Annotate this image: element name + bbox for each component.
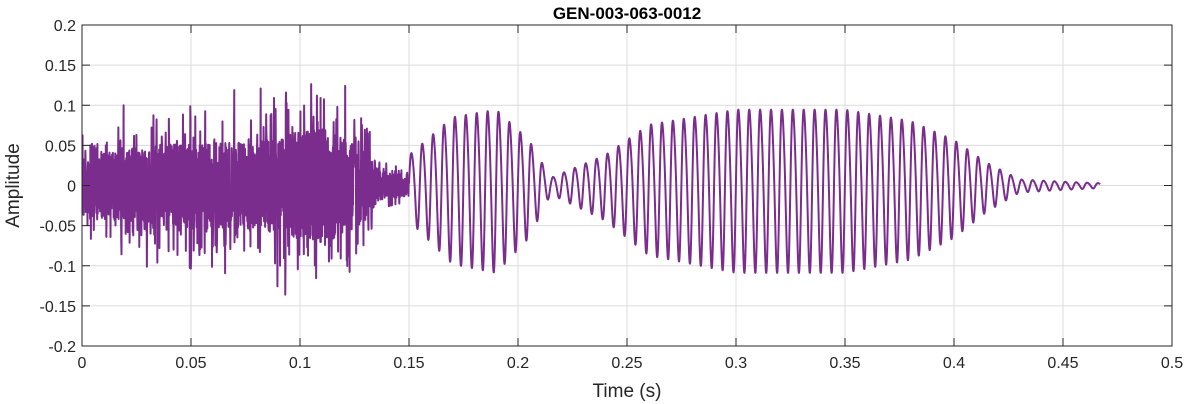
y-tick-label: 0.2 [54, 18, 76, 35]
x-axis-label: Time (s) [593, 381, 662, 402]
x-tick-label: 0 [78, 355, 87, 372]
x-tick-label: 0.5 [1161, 355, 1183, 372]
chart-title: GEN-003-063-0012 [553, 4, 701, 23]
y-axis-label: Amplitude [3, 143, 24, 228]
y-tick-label: -0.15 [40, 299, 77, 316]
y-tick-label: 0.15 [45, 58, 76, 75]
x-tick-label: 0.25 [611, 355, 642, 372]
y-tick-label: 0 [67, 179, 76, 196]
x-tick-label: 0.1 [289, 355, 311, 372]
x-tick-label: 0.15 [393, 355, 424, 372]
y-tick-label: -0.2 [48, 339, 76, 356]
x-tick-label: 0.2 [507, 355, 529, 372]
x-tick-label: 0.45 [1047, 355, 1078, 372]
plot-area [82, 83, 1101, 296]
y-tick-label: -0.1 [48, 259, 76, 276]
y-tick-label: 0.05 [45, 138, 76, 155]
y-tick-label: -0.05 [40, 219, 77, 236]
x-tick-label: 0.35 [829, 355, 860, 372]
x-tick-label: 0.05 [175, 355, 206, 372]
x-tick-label: 0.4 [943, 355, 965, 372]
amplitude-series-line [82, 83, 1101, 296]
y-axis-ticks: -0.2 -0.15 -0.1 -0.05 0 0.05 0.1 0.15 0.2 [40, 18, 1172, 356]
y-tick-label: 0.1 [54, 98, 76, 115]
x-tick-label: 0.3 [725, 355, 747, 372]
x-axis-ticks: 0 0.05 0.1 0.15 0.2 0.25 0.3 0.35 0.4 0.45 0.5 [78, 25, 1183, 372]
